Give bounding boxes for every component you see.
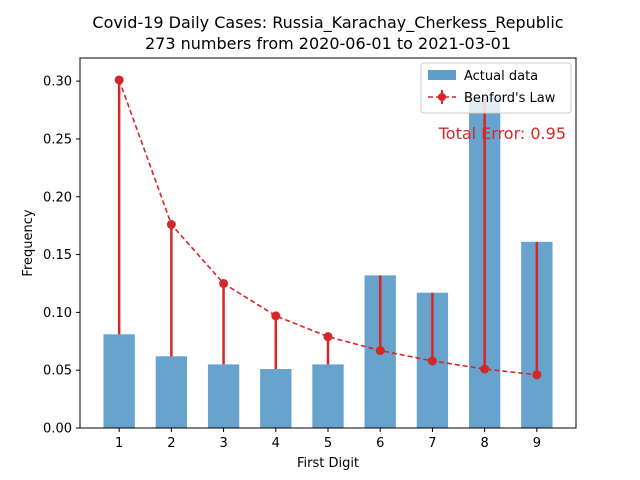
x-tick-label-5: 5 xyxy=(324,436,332,451)
benford-point-digit-2 xyxy=(166,220,176,229)
y-tick-label-0.05: 0.05 xyxy=(43,364,72,379)
bar-digit-2 xyxy=(155,356,188,428)
x-tick-label-8: 8 xyxy=(480,436,488,451)
x-tick-label-7: 7 xyxy=(428,436,436,451)
y-tick-label-0.30: 0.30 xyxy=(43,75,72,90)
benford-point-digit-9 xyxy=(532,370,542,380)
y-axis: 0.00 0.05 0.10 0.15 0.20 0.25 0.30 xyxy=(43,75,80,437)
x-axis: 1 2 3 4 5 6 7 8 9 xyxy=(115,428,541,451)
legend-marker-benford xyxy=(438,93,446,101)
total-error-annotation: Total Error: 0.95 xyxy=(438,124,566,143)
benford-point-digit-3 xyxy=(219,278,229,288)
benford-point-digit-1 xyxy=(114,75,124,85)
y-tick-label-0.25: 0.25 xyxy=(43,132,72,147)
benford-line xyxy=(118,79,537,376)
chart-title: Covid-19 Daily Cases: Russia_Karachay_Ch… xyxy=(92,13,563,33)
bar-digit-1 xyxy=(103,334,135,428)
legend-label-actual: Actual data xyxy=(464,69,538,84)
legend-label-benford: Benford's Law xyxy=(464,91,556,106)
y-tick-label-0.20: 0.20 xyxy=(43,190,72,205)
legend-swatch-actual xyxy=(428,70,456,80)
benford-point-digit-7 xyxy=(427,356,437,366)
chart-subtitle: 273 numbers from 2020-06-01 to 2021-03-0… xyxy=(145,34,511,53)
bar-digit-4 xyxy=(260,369,292,428)
x-tick-label-6: 6 xyxy=(376,436,384,451)
x-tick-label-2: 2 xyxy=(167,436,175,451)
x-tick-label-3: 3 xyxy=(219,436,227,451)
x-axis-label: First Digit xyxy=(297,456,359,471)
x-tick-label-9: 9 xyxy=(533,436,541,451)
legend: Actual data Benford's Law xyxy=(420,62,572,114)
y-tick-label-0.15: 0.15 xyxy=(43,248,72,263)
y-tick-label-0.00: 0.00 xyxy=(43,422,72,437)
bar-digit-3 xyxy=(207,364,240,428)
benford-point-digit-5 xyxy=(323,332,333,342)
benford-point-digit-8 xyxy=(480,364,490,374)
x-tick-label-4: 4 xyxy=(272,436,280,451)
benford-point-digit-4 xyxy=(271,311,281,321)
plot-area xyxy=(103,75,553,428)
y-axis-label: Frequency xyxy=(21,209,36,276)
benford-point-digit-6 xyxy=(375,346,385,356)
bar-digit-5 xyxy=(312,364,344,428)
y-tick-label-0.10: 0.10 xyxy=(43,306,72,321)
x-tick-label-1: 1 xyxy=(115,436,123,451)
legend-box xyxy=(420,62,572,114)
